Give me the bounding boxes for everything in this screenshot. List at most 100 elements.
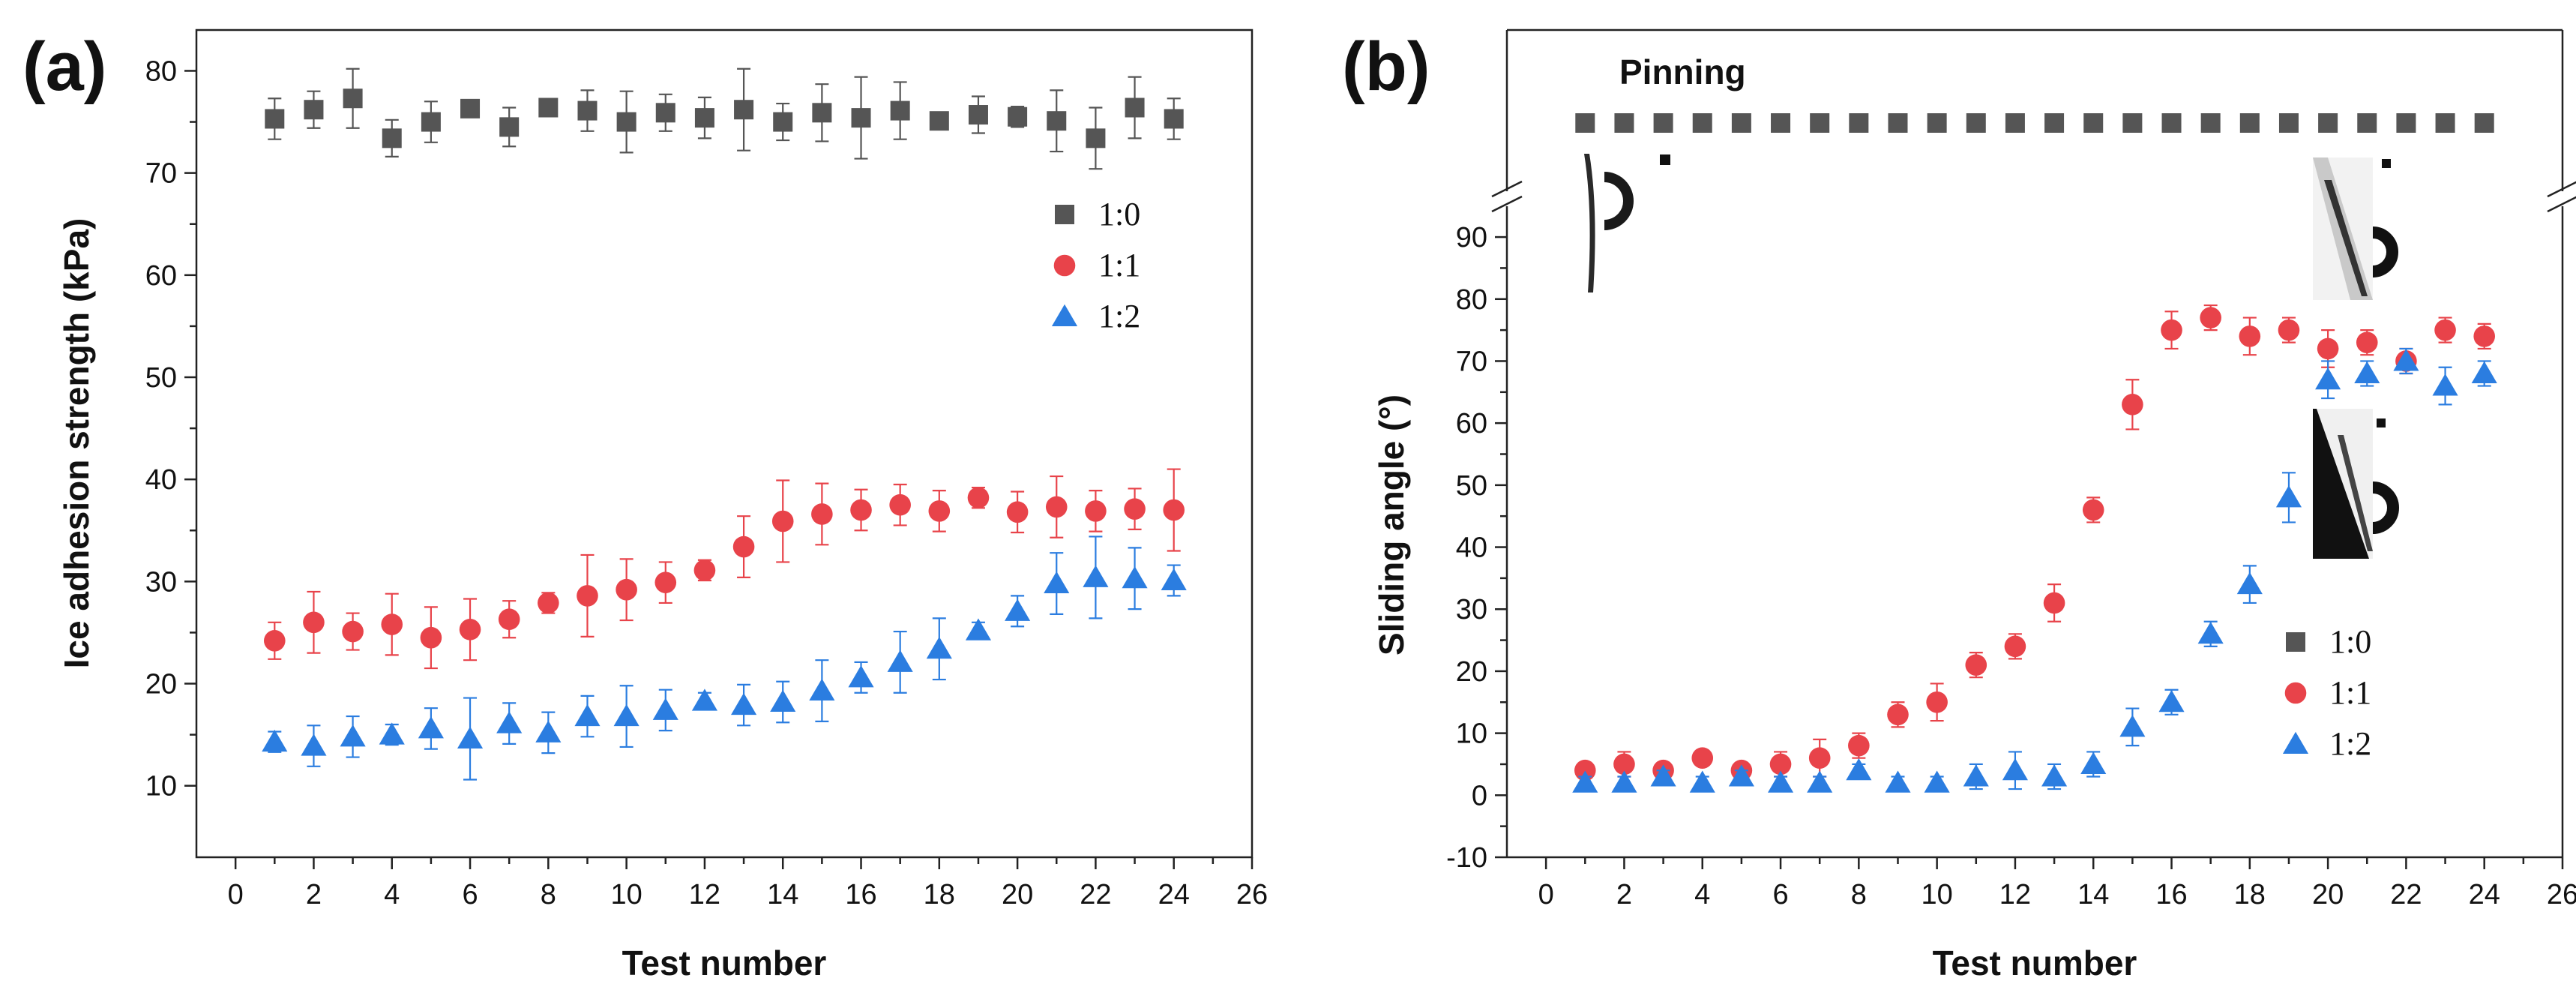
data-point (340, 724, 366, 747)
data-point (1085, 500, 1107, 522)
y-tick-label: 10 (145, 771, 177, 802)
y-tick-label: 50 (145, 362, 177, 394)
y-tick-label: 90 (1456, 222, 1487, 254)
data-point (731, 692, 757, 716)
data-point (379, 722, 405, 745)
data-point (538, 98, 559, 118)
data-point (1005, 598, 1031, 621)
pinned-point (1927, 113, 1947, 133)
panel-a-y-axis-title: Ice adhesion strength (kPa) (57, 218, 96, 669)
data-point (303, 611, 325, 634)
data-point (850, 499, 872, 521)
data-point (1164, 109, 1184, 129)
panel-a-x-ticks: 0 2 4 6 8 10 12 14 16 18 20 22 24 26 (228, 857, 1268, 910)
panel-a-label: (a) (22, 28, 106, 105)
data-point (1611, 770, 1637, 793)
data-point (382, 128, 402, 148)
data-point (770, 689, 796, 712)
data-point (2471, 361, 2497, 383)
x-tick-label: 24 (2469, 879, 2500, 910)
data-point (496, 711, 523, 734)
data-point (1574, 759, 1596, 782)
x-tick-label: 2 (1616, 879, 1632, 910)
x-tick-label: 4 (1694, 879, 1710, 910)
x-tick-label: 22 (2390, 879, 2422, 910)
panel-a-plot-frame (195, 28, 1254, 859)
data-point (457, 726, 484, 749)
data-point (499, 117, 520, 137)
data-point (1613, 753, 1635, 776)
x-tick-label: 18 (924, 879, 955, 910)
x-tick-label: 2 (306, 879, 322, 910)
pinned-point (2396, 113, 2416, 133)
y-tick-label: 30 (1456, 594, 1487, 626)
pinned-point (2357, 113, 2377, 133)
x-tick-label: 6 (462, 879, 478, 910)
data-point (343, 88, 363, 109)
data-point (1807, 770, 1833, 793)
y-tick-label: 70 (145, 158, 177, 190)
data-point (968, 105, 988, 125)
pinned-point (2200, 113, 2221, 133)
data-point (301, 734, 327, 756)
data-point (1965, 654, 1987, 676)
data-point (1161, 568, 1187, 590)
data-point (1124, 498, 1146, 520)
data-point (890, 100, 910, 121)
data-point (928, 500, 951, 522)
data-point (2354, 361, 2380, 383)
data-point (1691, 747, 1714, 769)
panel-b-series (1572, 304, 2497, 793)
pinned-point (1888, 113, 1908, 133)
data-point (577, 585, 598, 607)
data-point (732, 536, 755, 558)
data-point (1924, 770, 1950, 793)
data-point (1006, 501, 1029, 524)
data-point (1885, 770, 1911, 793)
x-tick-label: 24 (1158, 879, 1190, 910)
data-point (1769, 753, 1792, 776)
data-point (2158, 690, 2185, 712)
x-tick-label: 12 (1999, 879, 2031, 910)
droplet-inset-right-top (2313, 158, 2398, 300)
panel-a-chart: (a) 0 2 4 6 8 10 12 14 16 18 20 22 24 26 102030405060… (22, 28, 1268, 982)
data-point (2275, 485, 2302, 508)
data-point (460, 98, 481, 118)
data-point (577, 100, 598, 121)
data-point (1728, 764, 1754, 787)
pinned-point (2044, 113, 2065, 133)
y-tick-label: 20 (145, 669, 177, 700)
legend-marker (2284, 682, 2307, 704)
pinned-point (2318, 113, 2338, 133)
panel-a-legend: 1:0 1:1 1:2 (1051, 196, 1140, 334)
y-tick-label: 70 (1456, 346, 1487, 377)
data-point (2278, 319, 2300, 341)
legend-marker (1051, 304, 1078, 326)
y-tick-label: 0 (1472, 780, 1487, 812)
data-point (2317, 338, 2339, 360)
data-point (535, 720, 562, 742)
pinned-point (1771, 113, 1791, 133)
legend-label: 1:2 (2329, 725, 2371, 762)
data-point (887, 650, 913, 672)
data-point (613, 704, 640, 727)
x-tick-label: 10 (1921, 879, 1952, 910)
legend-label: 1:0 (1098, 196, 1140, 232)
data-point (263, 630, 286, 652)
data-point (304, 100, 324, 120)
pinned-point (2435, 113, 2455, 133)
data-point (2200, 307, 2221, 328)
data-point (1689, 770, 1715, 793)
data-point (654, 572, 677, 593)
data-point (1808, 747, 1831, 769)
data-point (1767, 770, 1794, 793)
data-point (265, 109, 285, 129)
y-tick-label: 80 (1456, 284, 1487, 316)
data-point (2041, 764, 2068, 787)
y-tick-label: 80 (145, 56, 177, 87)
x-tick-label: 26 (2547, 879, 2576, 910)
data-point (2080, 752, 2107, 774)
data-point (2315, 368, 2341, 390)
x-tick-label: 4 (384, 879, 400, 910)
x-tick-label: 14 (767, 879, 798, 910)
